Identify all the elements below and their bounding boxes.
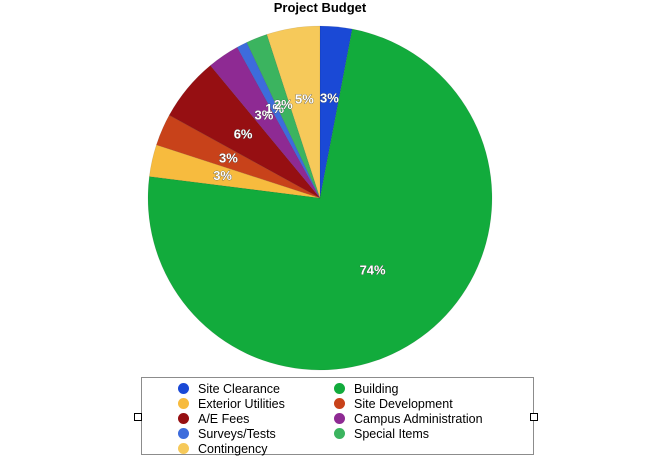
data-label-a-e-fees: 6% [234,126,253,141]
pie-slice-exterior-utilities [149,144,321,199]
pie-slice-site-clearance [319,25,353,199]
legend-label: Site Development [354,397,453,411]
legend-item-ae-fees: A/E Fees [178,412,249,427]
legend-label: Building [354,382,399,396]
legend-marker [178,428,189,439]
legend-item-campus-administration: Campus Administration [334,412,483,427]
legend-item-building: Building [334,382,398,397]
legend-label: Contingency [198,442,268,456]
data-label-campus-administration: 3% [255,108,274,123]
legend-item-special-items: Special Items [334,427,429,442]
legend-marker [178,413,189,424]
legend-label: A/E Fees [198,412,250,426]
legend-marker [178,398,189,409]
legend-marker [334,398,345,409]
pie-chart: 3%74%3%3%6%3%1%2% 5% [147,25,493,371]
legend-label: Special Items [354,427,430,441]
legend-label: Campus Administration [354,412,483,426]
pie-slice-special-items [246,34,321,199]
data-label-exterior-utilities: 3% [213,168,232,183]
pie-slice-site-development [156,114,321,199]
legend-label: Exterior Utilities [198,397,285,411]
pie-slice-surveys-tests [236,41,321,199]
pie-slice-contingency [266,25,321,199]
pie-slice-a-e-fees [168,65,321,199]
resize-handle-right[interactable] [530,413,538,421]
data-label-site-clearance: 3% [320,91,339,106]
legend-item-site-development: Site Development [334,397,453,412]
legend-marker [334,428,345,439]
data-label-site-development: 3% [219,150,238,165]
resize-handle-left[interactable] [134,413,142,421]
data-label-building: 74% [360,262,386,277]
pie-slice-campus-administration [209,46,321,199]
data-label-special-items: 2% [274,97,293,112]
chart-title: Project Budget [273,0,367,15]
legend-marker [334,383,345,394]
legend-marker [178,443,189,454]
legend-marker [334,413,345,424]
data-label-contingency: 5% [295,92,314,107]
legend[interactable]: Site Clearance Building Exterior Utiliti… [141,377,534,457]
legend-item-contingency: Contingency [178,442,268,457]
pie-slice-building [147,28,493,371]
legend-item-exterior-utilities: Exterior Utilities [178,397,285,412]
legend-label: Site Clearance [198,382,280,396]
data-label-surveys-tests: 1% [265,101,284,116]
legend-marker [178,383,189,394]
legend-label: Surveys/Tests [198,427,276,441]
legend-item-surveys-tests: Surveys/Tests [178,427,276,442]
legend-item-site-clearance: Site Clearance [178,382,280,397]
